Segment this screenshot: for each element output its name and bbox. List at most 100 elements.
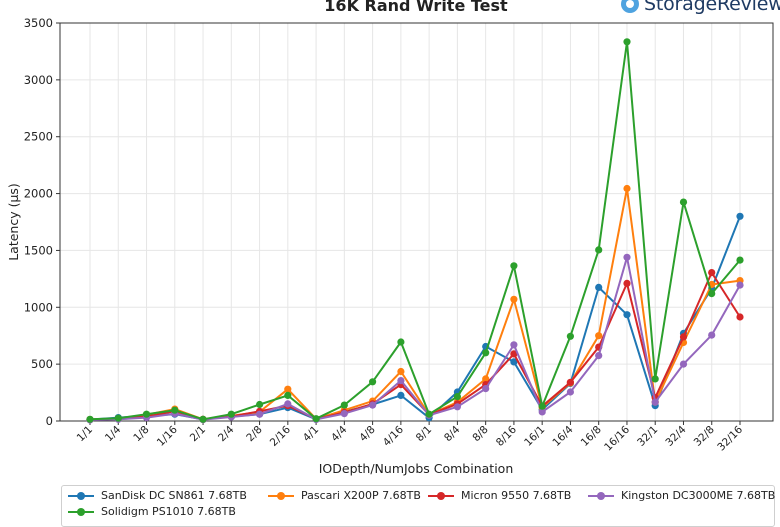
legend-label: Solidigm PS1010 7.68TB bbox=[101, 505, 236, 518]
data-point bbox=[199, 415, 207, 423]
data-point bbox=[679, 198, 688, 206]
x-tick-label: 32/8 bbox=[692, 424, 717, 449]
latency-line-chart: 16K Rand Write Test 0 500 1000 1500 2000 2500… bbox=[6, 0, 774, 476]
legend-swatch bbox=[588, 491, 614, 501]
data-point bbox=[595, 332, 603, 340]
storagereview-logo-icon bbox=[621, 0, 639, 13]
data-point bbox=[510, 341, 518, 349]
y-tick-label: 1500 bbox=[24, 243, 53, 257]
data-point bbox=[566, 388, 575, 396]
x-tick-label: 8/1 bbox=[414, 424, 434, 444]
data-point bbox=[284, 391, 292, 399]
data-point bbox=[651, 398, 659, 406]
data-point bbox=[566, 378, 575, 386]
x-tick-label: 8/8 bbox=[470, 424, 490, 444]
x-tick-label: 16/16 bbox=[602, 423, 632, 453]
x-tick-label: 1/16 bbox=[155, 423, 180, 448]
legend-swatch bbox=[268, 491, 294, 501]
x-tick-label: 2/4 bbox=[216, 423, 237, 444]
data-point bbox=[340, 410, 348, 418]
data-point bbox=[566, 332, 575, 340]
data-point bbox=[369, 378, 377, 386]
x-tick-label: 32/1 bbox=[635, 424, 660, 449]
data-point bbox=[679, 360, 688, 368]
data-point bbox=[708, 269, 716, 277]
y-tick-label: 0 bbox=[46, 414, 53, 428]
legend-label: Kingston DC3000ME 7.68TB bbox=[621, 489, 776, 502]
data-point bbox=[679, 333, 688, 341]
legend-item: Micron 9550 7.68TB bbox=[428, 489, 571, 502]
data-point bbox=[425, 410, 433, 418]
x-tick-label: 16/4 bbox=[550, 423, 575, 448]
data-point bbox=[482, 349, 490, 357]
legend-item: Kingston DC3000ME 7.68TB bbox=[588, 489, 775, 502]
data-point bbox=[114, 414, 122, 422]
brand-logo: StorageReview bbox=[620, 0, 780, 15]
series-2 bbox=[86, 184, 744, 424]
legend-label: SanDisk DC SN861 7.68TB bbox=[101, 489, 247, 502]
y-axis-label: Latency (µs) bbox=[6, 183, 21, 261]
x-tick-label: 8/4 bbox=[442, 423, 463, 444]
data-point bbox=[284, 385, 292, 393]
data-point bbox=[510, 295, 518, 303]
legend-swatch bbox=[68, 507, 94, 517]
data-point bbox=[369, 401, 377, 409]
x-tick-label: 2/8 bbox=[244, 424, 264, 444]
x-tick-label: 2/16 bbox=[268, 423, 293, 448]
data-point bbox=[736, 281, 744, 289]
legend-swatch bbox=[68, 491, 94, 501]
chart-legend: SanDisk DC SN861 7.68TB Pascari X200P 7.6… bbox=[61, 485, 775, 527]
legend-item: Solidigm PS1010 7.68TB bbox=[68, 505, 236, 518]
x-tick-label: 8/16 bbox=[494, 423, 519, 448]
data-point bbox=[312, 415, 320, 423]
data-point bbox=[708, 331, 716, 339]
data-point bbox=[595, 352, 603, 360]
plot-frame bbox=[59, 22, 774, 422]
data-point bbox=[538, 402, 546, 410]
data-point bbox=[736, 256, 744, 264]
x-tick-label: 4/1 bbox=[301, 424, 321, 444]
data-point bbox=[510, 350, 518, 358]
y-axis-ticks: 0 500 1000 1500 2000 2500 3000 3500 bbox=[24, 16, 60, 428]
x-tick-label: 16/1 bbox=[522, 424, 547, 449]
data-point bbox=[453, 403, 461, 411]
data-point bbox=[623, 279, 631, 287]
data-point bbox=[708, 290, 716, 298]
legend-label: Pascari X200P 7.68TB bbox=[301, 489, 421, 502]
x-tick-label: 1/1 bbox=[75, 424, 95, 444]
data-point bbox=[397, 377, 405, 385]
legend-item: Pascari X200P 7.68TB bbox=[268, 489, 421, 502]
x-axis-ticks: 1/1 1/4 1/8 1/16 2/1 2/4 2/8 2/16 4/1 4/4 4/8 4/16 8… bbox=[75, 421, 745, 454]
x-tick-label: 1/8 bbox=[131, 424, 151, 444]
data-point bbox=[284, 400, 292, 408]
x-tick-label: 2/1 bbox=[188, 424, 208, 444]
y-tick-label: 3000 bbox=[24, 73, 53, 87]
data-point bbox=[510, 358, 518, 366]
y-tick-label: 500 bbox=[31, 357, 53, 371]
data-point bbox=[86, 415, 94, 423]
chart-title: 16K Rand Write Test bbox=[324, 0, 508, 15]
x-tick-label: 32/4 bbox=[663, 423, 688, 448]
data-point bbox=[340, 401, 348, 409]
data-point bbox=[595, 246, 603, 254]
series-4 bbox=[86, 253, 744, 424]
data-point bbox=[736, 313, 744, 321]
data-point bbox=[397, 391, 405, 399]
x-tick-label: 4/8 bbox=[357, 424, 377, 444]
series-lines bbox=[86, 38, 744, 424]
x-tick-label: 16/8 bbox=[579, 424, 604, 449]
data-point bbox=[482, 375, 490, 383]
grid-lines bbox=[60, 22, 773, 422]
data-point bbox=[736, 212, 744, 220]
brand-name: StorageReview bbox=[644, 0, 780, 15]
x-tick-label: 1/4 bbox=[103, 423, 124, 444]
series-line bbox=[89, 40, 741, 421]
data-point bbox=[142, 410, 151, 418]
data-point bbox=[482, 385, 490, 393]
legend-item: SanDisk DC SN861 7.68TB bbox=[68, 489, 247, 502]
data-point bbox=[623, 184, 631, 193]
y-tick-label: 3500 bbox=[24, 16, 53, 30]
data-point bbox=[397, 338, 405, 346]
data-point bbox=[453, 393, 461, 401]
data-point bbox=[227, 410, 235, 418]
